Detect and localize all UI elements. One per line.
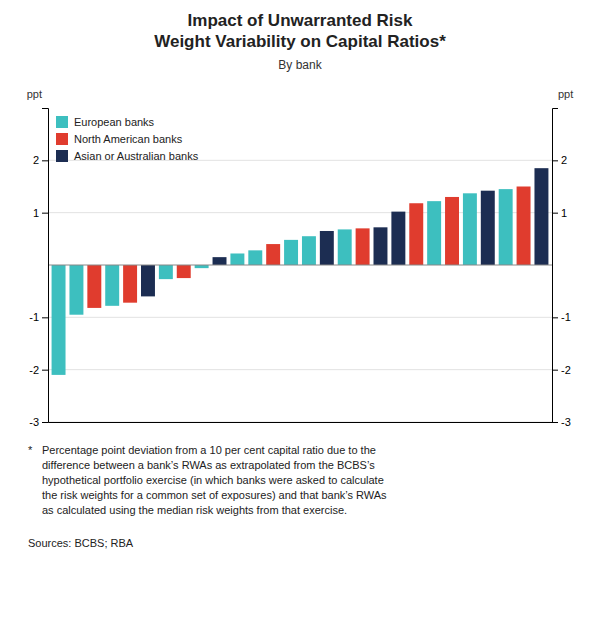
y2-tick: -3 — [552, 416, 571, 428]
y-tick-label: -2 — [29, 364, 39, 376]
bar — [499, 189, 513, 265]
legend: European banks North American banks Asian … — [56, 116, 199, 162]
y2-tick: 1 — [552, 207, 567, 219]
grid-line — [48, 422, 552, 423]
bar — [481, 191, 495, 265]
y-tick-label: 1 — [33, 207, 39, 219]
y2-tick-mark — [552, 160, 558, 161]
y2-tick-mark — [552, 213, 558, 214]
footnote-line: hypothetical portfolio exercise (in whic… — [42, 474, 384, 486]
bars — [52, 168, 549, 375]
y-axis-label: ppt — [27, 88, 42, 100]
bar — [409, 203, 423, 265]
y-tick-label: 2 — [33, 154, 39, 166]
title: Impact of Unwarranted Risk Weight Variabi… — [154, 11, 446, 51]
y-tick-mark — [42, 213, 48, 214]
bar — [87, 265, 101, 308]
bar — [105, 265, 119, 306]
bar — [177, 265, 191, 278]
y2-axis-line — [553, 109, 559, 423]
y-tick-mark — [42, 317, 48, 318]
y-tick: -2 — [29, 364, 48, 376]
bar — [427, 201, 441, 265]
x-axis — [49, 422, 553, 424]
footnote-line: the risk weights for a common set of exp… — [42, 489, 387, 501]
legend-entry: Asian or Australian banks — [56, 150, 199, 162]
title-line: Impact of Unwarranted Risk — [188, 11, 413, 30]
bar — [534, 168, 548, 265]
y2-axis: -3 -2 -1 1 2 — [552, 109, 571, 429]
legend-entry: European banks — [56, 116, 155, 128]
legend-entry: North American banks — [56, 133, 183, 145]
y-axis-line — [42, 109, 49, 423]
grid-line — [48, 369, 552, 370]
legend-label: Asian or Australian banks — [74, 150, 199, 162]
plot-area: -3 -2 -1 1 2 -3 -2 -1 1 2 European banks North Amer… — [29, 109, 571, 429]
footnote: Percentage point deviation from a 10 per… — [42, 444, 387, 516]
x-axis-line — [49, 422, 553, 423]
bar — [445, 197, 459, 265]
y2-tick: -1 — [552, 311, 571, 323]
y2-tick: 2 — [552, 154, 567, 166]
bar — [213, 257, 227, 265]
y-tick: 1 — [33, 207, 48, 219]
bar — [391, 212, 405, 265]
y-tick-mark — [42, 422, 48, 423]
y-tick: 2 — [33, 154, 48, 166]
bar — [284, 240, 298, 265]
bar — [338, 229, 352, 265]
bar — [374, 227, 388, 265]
title-line: Weight Variability on Capital Ratios* — [154, 32, 446, 51]
bar — [302, 236, 316, 265]
y2-tick-mark — [552, 370, 558, 371]
bar — [230, 253, 244, 265]
bar — [69, 265, 83, 315]
bar — [248, 250, 262, 265]
y2-axis-label: ppt — [558, 88, 573, 100]
y2-tick-label: -1 — [561, 311, 571, 323]
y2-tick-label: 1 — [561, 207, 567, 219]
footnote-line: as calculated using the median risk weig… — [42, 504, 347, 516]
subtitle: By bank — [278, 58, 322, 72]
y-tick: -1 — [29, 311, 48, 323]
sources: Sources: BCBS; RBA — [28, 537, 134, 549]
bar — [52, 265, 66, 375]
grid-line — [48, 317, 552, 318]
bar — [123, 265, 137, 303]
bar — [320, 231, 334, 265]
legend-label: North American banks — [74, 133, 183, 145]
y2-tick-label: -2 — [561, 364, 571, 376]
bar — [356, 228, 370, 265]
legend-swatch — [56, 133, 68, 145]
y2-tick-label: 2 — [561, 154, 567, 166]
zero-line — [48, 265, 552, 266]
bar — [517, 187, 531, 266]
y2-tick-label: -3 — [561, 416, 571, 428]
y-tick-label: -1 — [29, 311, 39, 323]
footnote-line: Percentage point deviation from a 10 per… — [42, 444, 376, 456]
y2-tick-mark — [552, 317, 558, 318]
footnote-star: * — [28, 444, 33, 456]
y2-tick: -2 — [552, 364, 571, 376]
y-tick: -3 — [29, 416, 48, 428]
y-tick-mark — [42, 370, 48, 371]
footnote-line: difference between a bank’s RWAs as extr… — [42, 459, 375, 471]
legend-label: European banks — [74, 116, 155, 128]
legend-swatch — [56, 150, 68, 162]
bar — [159, 265, 173, 279]
bar — [463, 193, 477, 265]
chart-container: Impact of Unwarranted Risk Weight Variabi… — [0, 0, 600, 622]
legend-swatch — [56, 116, 68, 128]
y2-tick-mark — [552, 422, 558, 423]
y-tick-mark — [42, 160, 48, 161]
bar — [141, 265, 155, 296]
y-tick-label: -3 — [29, 416, 39, 428]
y-axis: -3 -2 -1 1 2 — [29, 109, 48, 429]
bar — [266, 244, 280, 265]
chart-svg: Impact of Unwarranted Risk Weight Variabi… — [0, 0, 600, 622]
grid — [48, 160, 552, 422]
